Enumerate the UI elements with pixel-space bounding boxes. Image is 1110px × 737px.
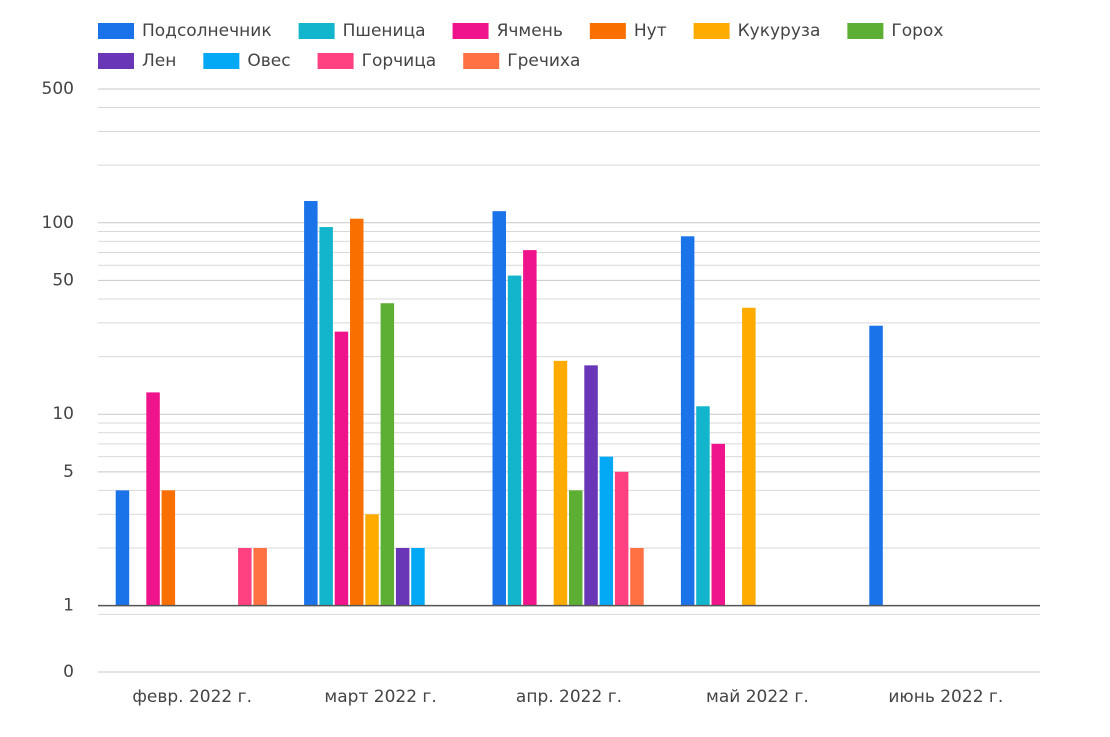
bar: [253, 547, 267, 606]
legend-label: Горчица: [362, 51, 437, 71]
y-tick-label: 0: [63, 662, 74, 682]
legend-swatch: [298, 23, 335, 39]
legend-swatch: [693, 23, 730, 39]
bar: [569, 490, 583, 606]
legend-label: Подсолнечник: [142, 21, 272, 41]
legend-label: Кукуруза: [738, 21, 821, 41]
bar: [350, 218, 364, 606]
bar: [492, 211, 506, 606]
bar: [680, 236, 695, 606]
x-tick-label: июнь 2022 г.: [888, 687, 1003, 707]
bar: [523, 250, 537, 606]
legend-label: Нут: [634, 21, 667, 41]
legend-swatch: [317, 53, 354, 69]
legend-swatch: [98, 53, 134, 69]
bar: [711, 443, 725, 606]
y-tick-label: 50: [52, 270, 74, 290]
bar: [553, 360, 568, 606]
x-tick-label: май 2022 г.: [706, 687, 809, 707]
bar: [507, 275, 522, 606]
bar: [742, 307, 756, 606]
bar: [869, 325, 883, 606]
legend-label: Гречиха: [507, 51, 580, 71]
bar: [334, 331, 349, 606]
legend-swatch: [452, 23, 489, 39]
y-tick-label: 100: [42, 213, 74, 233]
bar: [614, 471, 629, 606]
bar: [395, 547, 410, 606]
y-tick-label: 5: [63, 462, 74, 482]
bar: [161, 490, 176, 606]
bar: [696, 406, 710, 606]
bar: [146, 392, 160, 606]
x-tick-label: февр. 2022 г.: [132, 687, 252, 707]
bar: [319, 227, 333, 606]
y-tick-label: 500: [42, 79, 74, 99]
legend-swatch: [847, 23, 884, 39]
legend-label: Овес: [247, 51, 290, 71]
bar: [365, 514, 379, 606]
legend-label: Пшеница: [343, 21, 426, 41]
bar: [238, 547, 252, 606]
bar: [599, 456, 614, 606]
bar: [115, 490, 130, 606]
legend-swatch: [589, 23, 626, 39]
x-tick-label: апр. 2022 г.: [516, 687, 622, 707]
bar: [411, 547, 425, 606]
legend-label: Лен: [142, 51, 176, 71]
bar: [380, 303, 395, 606]
legend-swatch: [463, 53, 500, 69]
bar: [304, 200, 318, 606]
legend-swatch: [98, 23, 134, 39]
legend-label: Горох: [891, 21, 943, 41]
bar: [584, 365, 598, 606]
y-tick-label: 10: [52, 404, 74, 424]
x-tick-label: март 2022 г.: [324, 687, 436, 707]
bar: [630, 547, 644, 606]
legend-swatch: [203, 53, 240, 69]
legend-label: Ячмень: [497, 21, 563, 41]
y-tick-label: 1: [63, 596, 74, 616]
